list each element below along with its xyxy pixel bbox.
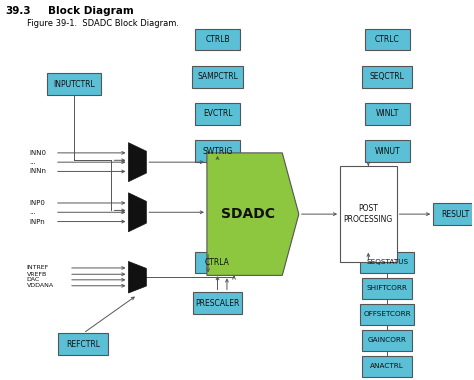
Text: REFCTRL: REFCTRL	[66, 340, 100, 348]
Text: EVCTRL: EVCTRL	[203, 109, 232, 119]
FancyBboxPatch shape	[193, 293, 242, 314]
Text: CTRLC: CTRLC	[375, 35, 400, 44]
FancyBboxPatch shape	[365, 103, 410, 125]
FancyBboxPatch shape	[195, 103, 240, 125]
Polygon shape	[207, 153, 299, 276]
Text: RESULT: RESULT	[441, 210, 470, 218]
Text: WINLT: WINLT	[375, 109, 399, 119]
Text: ...: ...	[29, 209, 36, 215]
FancyBboxPatch shape	[195, 29, 240, 51]
Text: SAMPCTRL: SAMPCTRL	[197, 72, 238, 81]
FancyBboxPatch shape	[433, 203, 474, 225]
Text: SHIFTCORR: SHIFTCORR	[367, 285, 408, 291]
FancyBboxPatch shape	[340, 166, 397, 262]
Text: DAC: DAC	[27, 277, 40, 282]
Text: INPUTCTRL: INPUTCTRL	[53, 80, 95, 89]
Text: SDADC: SDADC	[221, 207, 275, 221]
Text: ...: ...	[29, 159, 36, 165]
FancyBboxPatch shape	[363, 356, 412, 377]
FancyBboxPatch shape	[363, 66, 412, 87]
Text: GAINCORR: GAINCORR	[368, 337, 407, 344]
Text: Figure 39-1.  SDADC Block Diagram.: Figure 39-1. SDADC Block Diagram.	[27, 19, 179, 28]
Text: SEQSTATUS: SEQSTATUS	[366, 260, 408, 265]
Text: 39.3: 39.3	[5, 6, 31, 16]
FancyBboxPatch shape	[58, 333, 108, 355]
Text: CTRLA: CTRLA	[205, 258, 230, 267]
Text: SEQCTRL: SEQCTRL	[370, 72, 405, 81]
FancyBboxPatch shape	[365, 140, 410, 162]
Text: INTREF: INTREF	[27, 266, 49, 271]
FancyBboxPatch shape	[195, 140, 240, 162]
Polygon shape	[128, 142, 146, 182]
FancyBboxPatch shape	[363, 329, 412, 351]
Text: SWTRIG: SWTRIG	[202, 147, 233, 155]
FancyBboxPatch shape	[191, 66, 244, 87]
Text: ANACTRL: ANACTRL	[370, 363, 404, 369]
Text: Block Diagram: Block Diagram	[48, 6, 134, 16]
FancyBboxPatch shape	[195, 252, 240, 273]
Polygon shape	[128, 261, 146, 293]
Text: VREFB: VREFB	[27, 272, 47, 277]
Text: POST
PROCESSING: POST PROCESSING	[344, 204, 393, 224]
Text: VDDANA: VDDANA	[27, 283, 54, 288]
FancyBboxPatch shape	[360, 252, 414, 273]
Text: INNn: INNn	[29, 168, 46, 174]
FancyBboxPatch shape	[46, 73, 101, 95]
FancyBboxPatch shape	[363, 278, 412, 299]
Polygon shape	[128, 193, 146, 232]
FancyBboxPatch shape	[360, 304, 414, 325]
FancyBboxPatch shape	[365, 29, 410, 51]
Text: PRESCALER: PRESCALER	[195, 299, 240, 308]
Text: INN0: INN0	[29, 150, 46, 156]
Text: CTRLB: CTRLB	[205, 35, 230, 44]
Text: OFFSETCORR: OFFSETCORR	[364, 311, 411, 317]
Text: WINUT: WINUT	[374, 147, 400, 155]
Text: INP0: INP0	[29, 200, 45, 206]
Text: INPn: INPn	[29, 218, 45, 225]
